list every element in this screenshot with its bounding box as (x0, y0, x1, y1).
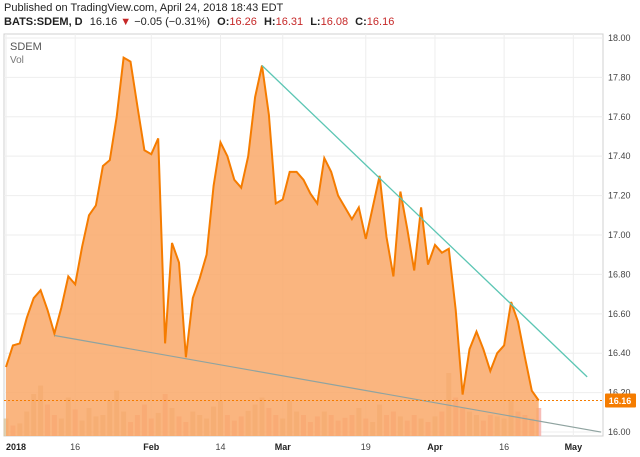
last-price-value: 16.16 (89, 16, 118, 28)
x-tick-label: 16 (70, 442, 80, 452)
volume-label: Vol (10, 55, 24, 66)
series-symbol-label: SDEM (10, 41, 42, 53)
open-label: O: (217, 16, 230, 28)
trendlines[interactable] (4, 65, 603, 433)
volume-bar (536, 408, 542, 436)
high-label: H: (263, 16, 276, 28)
down-arrow-icon: ▼ (120, 16, 132, 28)
price-change: −0.05 (−0.31%) (134, 16, 211, 28)
price-area-series[interactable] (5, 55, 540, 436)
y-tick-label: 17.00 (608, 230, 631, 240)
published-caption: Published on TradingView.com, April 24, … (4, 2, 284, 14)
price-area-fill (6, 57, 539, 436)
y-tick-label: 16.60 (608, 309, 631, 319)
open-value: 16.26 (229, 16, 257, 28)
close-value: 16.16 (366, 16, 395, 28)
y-tick-label: 18.00 (608, 33, 631, 43)
y-tick-label: 17.40 (608, 151, 631, 161)
x-tick-label: 19 (361, 442, 371, 452)
low-value: 16.08 (320, 16, 349, 28)
x-tick-label: 16 (499, 442, 509, 452)
x-tick-label: Feb (143, 442, 160, 452)
low-label: L: (310, 16, 321, 28)
last-price-badge-label: 16.16 (609, 396, 632, 406)
symbol-ohlc-line: BATS:SDEM, D 16.16 ▼ −0.05 (−0.31%) O:16… (4, 16, 394, 28)
y-tick-label: 17.60 (608, 112, 631, 122)
x-tick-label: 2018 (6, 442, 26, 452)
x-tick-label: May (565, 442, 583, 452)
last-price-badge (605, 393, 636, 408)
y-tick-label: 17.20 (608, 191, 631, 201)
close-label: C: (355, 16, 367, 28)
symbol-name: BATS:SDEM, D (4, 16, 83, 28)
lower-trendline (54, 334, 602, 433)
axes: 18.00 17.80 17.60 17.40 17.20 17.00 16.80 16.60… (6, 33, 636, 452)
y-tick-label: 16.80 (608, 269, 631, 279)
y-tick-label: 16.00 (608, 427, 631, 437)
high-value: 16.31 (275, 16, 304, 28)
y-tick-label: 16.20 (608, 388, 631, 398)
x-tick-label: 14 (215, 442, 225, 452)
upper-trendline (261, 65, 588, 378)
price-line (5, 55, 540, 402)
x-tick-label: Apr (427, 442, 443, 452)
y-tick-label: 16.40 (608, 348, 631, 358)
y-tick-label: 17.80 (608, 72, 631, 82)
x-tick-label: Mar (275, 442, 292, 452)
